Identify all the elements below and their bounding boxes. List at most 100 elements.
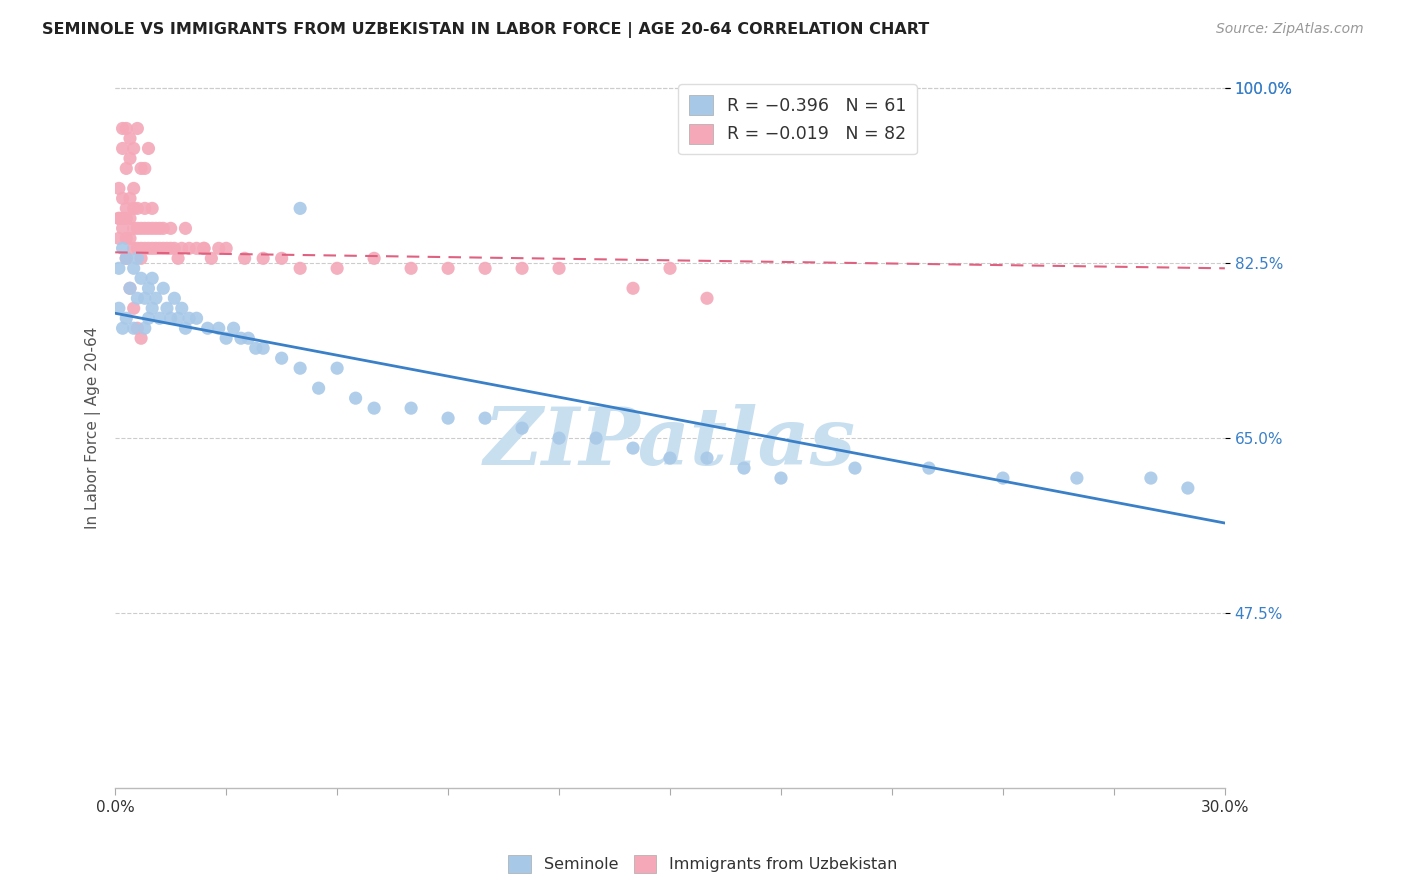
Point <box>186 311 208 326</box>
Point <box>208 321 231 335</box>
Point <box>108 301 131 316</box>
Point <box>659 451 682 466</box>
Point <box>252 252 274 266</box>
Point <box>222 321 245 335</box>
Point <box>111 321 134 335</box>
Point <box>111 211 134 226</box>
Point <box>344 391 367 405</box>
Point <box>363 252 385 266</box>
Point <box>363 401 385 416</box>
Point <box>122 321 145 335</box>
Point <box>115 311 138 326</box>
Point <box>127 321 149 335</box>
Point <box>326 261 349 276</box>
Text: SEMINOLE VS IMMIGRANTS FROM UZBEKISTAN IN LABOR FORCE | AGE 20-64 CORRELATION CH: SEMINOLE VS IMMIGRANTS FROM UZBEKISTAN I… <box>42 22 929 38</box>
Text: ZIPatlas: ZIPatlas <box>484 404 856 482</box>
Point <box>111 121 134 136</box>
Point <box>118 152 141 166</box>
Point <box>152 241 174 255</box>
Point <box>844 461 866 475</box>
Point <box>138 241 160 255</box>
Point <box>141 221 163 235</box>
Point <box>991 471 1014 485</box>
Point <box>308 381 330 395</box>
Point <box>118 231 141 245</box>
Point <box>141 241 163 255</box>
Point <box>111 221 134 235</box>
Point <box>163 291 186 305</box>
Point <box>326 361 349 376</box>
Point <box>159 311 181 326</box>
Point <box>129 252 152 266</box>
Point <box>111 191 134 205</box>
Point <box>585 431 607 445</box>
Point <box>122 202 145 216</box>
Point <box>170 301 193 316</box>
Point <box>179 311 201 326</box>
Point <box>474 261 496 276</box>
Point <box>159 241 181 255</box>
Point <box>179 241 201 255</box>
Point <box>288 361 311 376</box>
Point <box>118 281 141 295</box>
Point <box>115 252 138 266</box>
Point <box>152 281 174 295</box>
Legend: R = −0.396   N = 61, R = −0.019   N = 82: R = −0.396 N = 61, R = −0.019 N = 82 <box>678 85 917 154</box>
Point <box>115 231 138 245</box>
Point <box>238 331 260 345</box>
Text: Source: ZipAtlas.com: Source: ZipAtlas.com <box>1216 22 1364 37</box>
Point <box>769 471 792 485</box>
Point <box>437 411 460 425</box>
Point <box>270 252 292 266</box>
Point <box>200 252 222 266</box>
Point <box>474 411 496 425</box>
Point <box>215 241 238 255</box>
Point <box>127 291 149 305</box>
Point <box>134 291 156 305</box>
Point <box>148 311 170 326</box>
Point <box>134 241 156 255</box>
Point <box>134 202 156 216</box>
Point <box>108 211 131 226</box>
Point <box>127 121 149 136</box>
Point <box>918 461 941 475</box>
Point <box>122 181 145 195</box>
Point <box>129 271 152 285</box>
Point <box>208 241 231 255</box>
Point <box>122 261 145 276</box>
Point <box>127 252 149 266</box>
Point <box>288 261 311 276</box>
Point <box>122 301 145 316</box>
Point <box>115 161 138 176</box>
Point <box>215 331 238 345</box>
Point <box>148 241 170 255</box>
Point <box>159 221 181 235</box>
Point <box>510 421 533 435</box>
Point <box>399 261 422 276</box>
Point <box>108 231 131 245</box>
Point <box>156 301 179 316</box>
Point <box>696 291 718 305</box>
Point <box>174 221 197 235</box>
Point <box>197 321 219 335</box>
Point <box>148 221 170 235</box>
Point <box>548 261 571 276</box>
Point <box>145 241 167 255</box>
Point <box>1066 471 1088 485</box>
Point <box>115 252 138 266</box>
Point <box>127 241 149 255</box>
Point <box>134 221 156 235</box>
Point <box>141 202 163 216</box>
Point <box>134 161 156 176</box>
Point <box>621 441 644 455</box>
Point <box>129 331 152 345</box>
Point <box>118 191 141 205</box>
Point <box>138 141 160 155</box>
Point <box>115 121 138 136</box>
Point <box>170 241 193 255</box>
Point <box>193 241 215 255</box>
Point <box>111 241 134 255</box>
Point <box>118 131 141 145</box>
Point <box>252 341 274 355</box>
Point <box>129 241 152 255</box>
